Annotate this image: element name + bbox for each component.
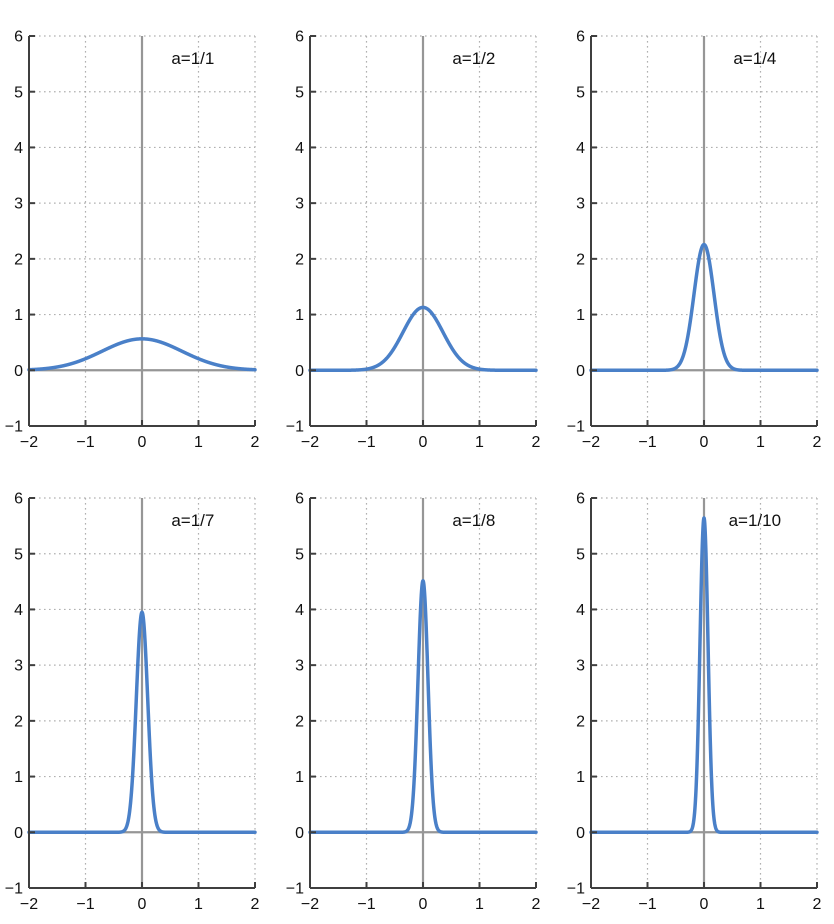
y-tick-label: 6 [14, 29, 23, 46]
y-tick-label: 0 [14, 363, 23, 380]
y-tick-label: 6 [14, 491, 23, 508]
x-tick-label: −2 [301, 896, 319, 913]
x-tick-label: 2 [813, 896, 822, 913]
y-tick-label: 1 [576, 307, 585, 324]
y-tick-label: 0 [14, 825, 23, 842]
y-tick-label: 0 [576, 825, 585, 842]
y-tick-label: 3 [576, 196, 585, 213]
y-tick-label: 6 [295, 29, 304, 46]
x-tick-label: 2 [532, 434, 541, 451]
y-tick-label: 2 [14, 713, 23, 730]
subplot-annotation: a=1/8 [452, 511, 495, 530]
y-tick-label: 6 [576, 29, 585, 46]
y-tick-label: 2 [576, 713, 585, 730]
x-tick-label: 0 [419, 896, 428, 913]
y-tick-label: 4 [295, 602, 304, 619]
y-tick-label: 0 [295, 825, 304, 842]
curve-path [308, 579, 538, 835]
y-tick-label: 4 [576, 602, 585, 619]
x-tick-label: 0 [700, 896, 709, 913]
y-tick-label: 5 [14, 546, 23, 563]
y-tick-label: 5 [14, 84, 23, 101]
subplot-annotation: a=1/4 [733, 49, 776, 68]
x-tick-label: −2 [301, 434, 319, 451]
x-tick-label: 2 [532, 896, 541, 913]
y-tick-label: −1 [286, 419, 304, 436]
y-tick-label: 1 [14, 307, 23, 324]
y-tick-label: −1 [5, 881, 23, 898]
y-tick-label: 1 [295, 769, 304, 786]
x-tick-label: 0 [138, 896, 147, 913]
x-tick-label: −1 [357, 896, 375, 913]
y-tick-label: 5 [576, 84, 585, 101]
y-tick-label: 3 [295, 658, 304, 675]
x-tick-label: 1 [475, 896, 484, 913]
y-tick-label: 2 [295, 251, 304, 268]
y-tick-label: 4 [576, 140, 585, 157]
curve-path [27, 337, 257, 372]
x-tick-label: 1 [756, 896, 765, 913]
x-tick-label: 1 [756, 434, 765, 451]
x-tick-label: 0 [700, 434, 709, 451]
y-tick-label: −1 [567, 419, 585, 436]
y-tick-label: 2 [14, 251, 23, 268]
x-tick-label: −2 [582, 434, 600, 451]
y-tick-label: 0 [295, 363, 304, 380]
subplot-annotation: a=1/1 [171, 49, 214, 68]
subplot-grid: −1 0 1 2 3 4 5 6 −2 −1 0 1 2 a=1/1 −1 0 1 2 3 4 5 6 −2 −1 0 1 2 a=… [2, 26, 834, 922]
y-tick-label: 5 [576, 546, 585, 563]
x-tick-label: 1 [194, 896, 203, 913]
x-tick-label: −1 [638, 434, 656, 451]
y-tick-label: 4 [295, 140, 304, 157]
y-tick-label: 5 [295, 546, 304, 563]
y-tick-label: 3 [576, 658, 585, 675]
y-tick-label: −1 [5, 419, 23, 436]
y-tick-label: 3 [295, 196, 304, 213]
curve-path [589, 242, 819, 373]
x-tick-label: 2 [251, 896, 260, 913]
y-tick-label: 1 [295, 307, 304, 324]
x-tick-label: −2 [20, 896, 38, 913]
y-tick-label: 1 [576, 769, 585, 786]
y-tick-label: 3 [14, 658, 23, 675]
y-tick-label: −1 [567, 881, 585, 898]
y-tick-label: 6 [295, 491, 304, 508]
curve-path [308, 305, 538, 373]
subplot-annotation: a=1/7 [171, 511, 214, 530]
x-tick-label: 2 [813, 434, 822, 451]
y-tick-label: 3 [14, 196, 23, 213]
x-tick-label: 1 [475, 434, 484, 451]
y-tick-label: 6 [576, 491, 585, 508]
y-tick-label: 1 [14, 769, 23, 786]
x-tick-label: −2 [582, 896, 600, 913]
x-tick-label: −2 [20, 434, 38, 451]
subplot-annotation: a=1/10 [729, 511, 781, 530]
x-tick-label: 2 [251, 434, 260, 451]
x-tick-label: −1 [76, 434, 94, 451]
y-tick-label: 4 [14, 140, 23, 157]
y-tick-label: 5 [295, 84, 304, 101]
curve-path [27, 610, 257, 835]
x-tick-label: 1 [194, 434, 203, 451]
y-tick-label: 0 [576, 363, 585, 380]
x-tick-label: −1 [357, 434, 375, 451]
x-tick-label: 0 [138, 434, 147, 451]
y-tick-label: −1 [286, 881, 304, 898]
curve-path [589, 516, 819, 835]
x-tick-label: −1 [638, 896, 656, 913]
y-tick-label: 2 [576, 251, 585, 268]
y-tick-label: 4 [14, 602, 23, 619]
y-tick-label: 2 [295, 713, 304, 730]
subplot-annotation: a=1/2 [452, 49, 495, 68]
x-tick-label: −1 [76, 896, 94, 913]
x-tick-label: 0 [419, 434, 428, 451]
